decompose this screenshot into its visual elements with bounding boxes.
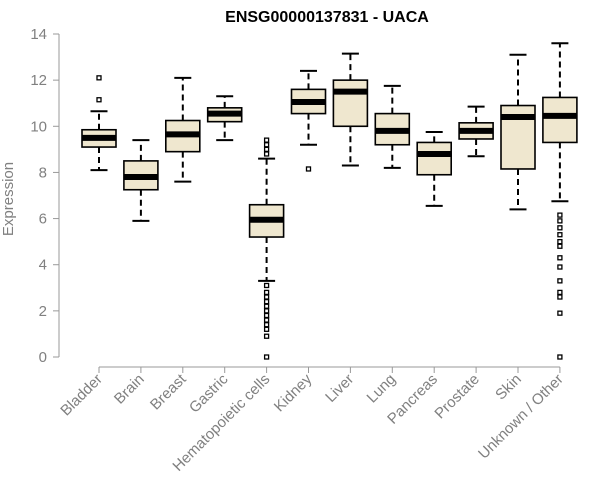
y-tick-label: 2 xyxy=(39,303,47,320)
box-group-1 xyxy=(123,139,159,222)
box-group-10 xyxy=(500,53,536,211)
box-group-5 xyxy=(290,69,327,172)
outlier-point xyxy=(96,97,102,103)
x-tick-label: Kidney xyxy=(271,370,316,415)
box xyxy=(542,96,578,144)
x-tick-label: Prostate xyxy=(431,371,483,423)
y-tick-label: 14 xyxy=(30,26,47,43)
outlier-point xyxy=(263,354,270,360)
chart-title: ENSG00000137831 - UACA xyxy=(225,9,429,26)
box-group-2 xyxy=(165,76,201,183)
outlier-point xyxy=(557,255,563,261)
outlier-point xyxy=(263,282,270,289)
outlier-point xyxy=(557,238,563,245)
outlier-point xyxy=(557,310,563,316)
outlier-point xyxy=(557,212,563,218)
box-group-9 xyxy=(458,105,494,158)
x-tick-label: Breast xyxy=(147,370,190,413)
outlier-point xyxy=(557,294,563,300)
box-group-6 xyxy=(332,52,369,167)
box xyxy=(332,79,369,128)
y-tick-label: 6 xyxy=(39,211,47,228)
outlier-point xyxy=(263,294,270,300)
outlier-point xyxy=(263,308,270,314)
outlier-point xyxy=(263,312,270,319)
x-tick-label: Bladder xyxy=(57,371,106,420)
outlier-point xyxy=(263,303,270,309)
outlier-point xyxy=(557,264,563,270)
outlier-point xyxy=(263,333,270,339)
box-group-4 xyxy=(248,137,285,360)
y-tick-label: 12 xyxy=(30,72,47,89)
box-group-11 xyxy=(542,42,578,360)
outlier-point xyxy=(263,322,270,328)
box-group-8 xyxy=(416,131,453,207)
outlier-point xyxy=(305,166,312,172)
outlier-point xyxy=(557,225,563,231)
outlier-point xyxy=(263,142,270,148)
box-group-7 xyxy=(374,84,411,169)
box-group-3 xyxy=(206,95,243,142)
outlier-point xyxy=(557,243,563,249)
outlier-point xyxy=(96,75,102,81)
outlier-point xyxy=(263,326,270,332)
outlier-point xyxy=(263,298,270,305)
x-tick-label: Liver xyxy=(322,371,357,406)
outlier-point xyxy=(557,289,563,296)
outlier-point xyxy=(557,354,563,360)
y-tick-label: 0 xyxy=(39,349,47,366)
outlier-point xyxy=(263,289,270,296)
boxes-layer xyxy=(81,42,578,360)
box-group-0 xyxy=(81,75,117,172)
outlier-point xyxy=(263,146,270,153)
y-axis: 0 2 4 6 8 10 12 14 xyxy=(30,26,60,366)
x-tick-label: Skin xyxy=(492,371,525,404)
outlier-point xyxy=(557,278,563,284)
y-axis-label: Expression xyxy=(0,162,17,236)
x-tick-label: Brain xyxy=(111,371,148,408)
outlier-point xyxy=(263,151,270,157)
outlier-point xyxy=(263,317,270,323)
x-tick-label: Lung xyxy=(364,371,400,407)
outlier-point xyxy=(557,218,563,224)
y-tick-label: 4 xyxy=(39,257,47,274)
box xyxy=(416,141,453,176)
y-tick-label: 10 xyxy=(30,118,47,135)
outlier-point xyxy=(557,232,563,238)
y-tick-label: 8 xyxy=(39,164,47,181)
outlier-point xyxy=(263,137,270,143)
